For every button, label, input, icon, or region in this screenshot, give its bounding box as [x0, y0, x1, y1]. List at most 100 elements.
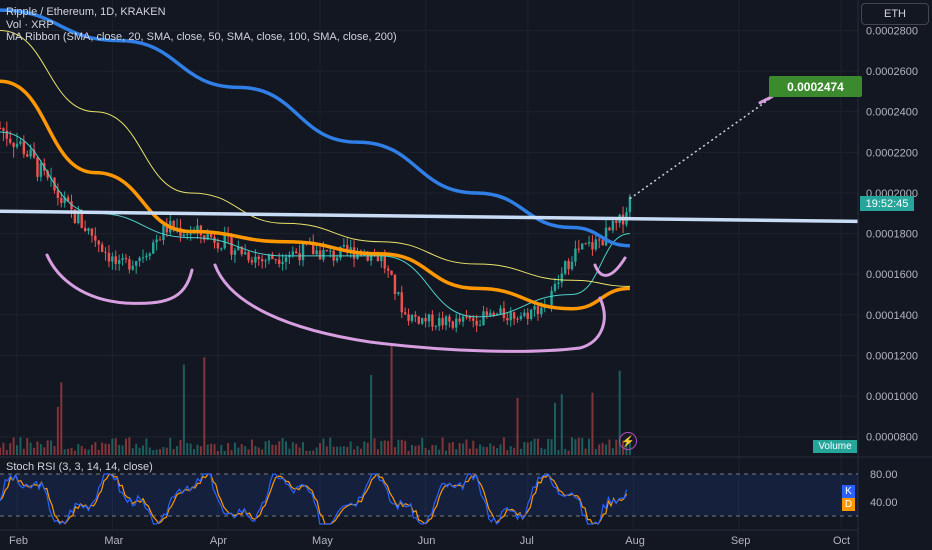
volume-bar	[489, 443, 492, 455]
candle-body	[601, 240, 604, 246]
candle-body	[509, 312, 512, 321]
candle-body	[254, 256, 257, 263]
volume-bar	[46, 440, 49, 455]
time-tick-label: Aug	[625, 535, 645, 547]
candle-body	[138, 257, 141, 262]
volume-bar	[12, 437, 15, 455]
target-price-label[interactable]: 0.0002474	[769, 76, 862, 97]
candle-body	[485, 311, 489, 316]
candle-body	[162, 224, 165, 241]
volume-bar	[319, 443, 322, 455]
volume-bar	[410, 444, 413, 455]
stoch-legend[interactable]: Stoch RSI (3, 3, 14, 14, close)	[6, 461, 153, 473]
candle-body	[482, 311, 485, 326]
candle-body	[141, 257, 145, 259]
candle-body	[121, 258, 124, 260]
candle-body	[240, 246, 243, 255]
volume-bar	[431, 444, 434, 455]
volume-bar	[305, 450, 308, 455]
candle-body	[172, 220, 175, 231]
volume-bar	[244, 446, 247, 455]
volume-bar	[397, 439, 400, 455]
candle-body	[356, 250, 359, 259]
ma-ribbon-legend[interactable]: MA Ribbon (SMA, close, 20, SMA, close, 5…	[6, 31, 397, 43]
candle-body	[2, 128, 5, 131]
volume-bar	[581, 437, 584, 455]
candle-body	[274, 259, 277, 261]
candle-body	[145, 255, 148, 258]
volume-bar	[36, 441, 39, 455]
candle-body	[29, 149, 32, 157]
currency-badge[interactable]: ETH	[861, 3, 929, 25]
volume-bar	[557, 449, 560, 455]
volume-bar	[428, 450, 430, 455]
volume-bar	[193, 449, 196, 455]
candle-body	[152, 242, 155, 254]
candle-body	[536, 306, 540, 315]
ma-line-sma-100[interactable]	[0, 29, 630, 287]
candle-body	[39, 163, 43, 177]
volume-bar	[588, 438, 591, 455]
candle-body	[458, 318, 461, 322]
candle-body	[230, 235, 233, 255]
candle-body	[12, 142, 15, 148]
candle-body	[420, 317, 424, 324]
candle-body	[587, 242, 591, 244]
volume-bar	[441, 437, 444, 455]
candle-body	[495, 313, 499, 316]
candle-body	[563, 261, 567, 274]
volume-bar	[550, 439, 553, 455]
volume-bar	[445, 450, 448, 455]
candle-body	[271, 254, 274, 260]
candle-body	[155, 239, 158, 243]
volume-bar	[250, 439, 253, 455]
candle-body	[131, 265, 134, 270]
volume-bar	[496, 448, 499, 455]
candle-body	[203, 235, 206, 240]
volume-bars	[0, 343, 631, 455]
candle-body	[90, 228, 94, 236]
symbol-title[interactable]: Ripple / Ethereum, 1D, KRAKEN	[6, 6, 166, 18]
volume-bar	[142, 445, 144, 455]
volume-bar	[475, 448, 478, 455]
candle-body	[301, 243, 305, 261]
volume-bar	[533, 438, 536, 455]
volume-bar	[196, 444, 199, 455]
lightning-icon[interactable]: ⚡	[619, 432, 637, 450]
volume-bar	[281, 437, 284, 455]
candle-body	[574, 248, 577, 262]
candle-body	[295, 251, 298, 254]
candle-body	[584, 243, 587, 245]
volume-bar	[366, 442, 369, 455]
volume-legend[interactable]: Vol · XRP	[6, 19, 54, 31]
candle-body	[284, 257, 288, 262]
price-tick-label: 0.0002400	[866, 107, 918, 119]
ma-line-sma-200[interactable]	[0, 8, 630, 248]
price-tick-label: 0.0001000	[866, 391, 918, 403]
candle-body	[182, 234, 186, 237]
candle-body	[577, 248, 581, 250]
volume-bar	[247, 449, 250, 455]
candle-body	[186, 234, 189, 236]
volume-bar	[33, 447, 36, 455]
candle-body	[148, 253, 152, 256]
candle-body	[107, 252, 111, 262]
neckline-trendline[interactable]	[0, 209, 859, 224]
projection-line[interactable]	[629, 98, 771, 200]
volume-bar	[438, 449, 441, 455]
volume-bar	[363, 441, 366, 455]
ma-line-sma-50[interactable]	[0, 79, 630, 311]
candle-body	[570, 261, 574, 270]
candle-body	[424, 317, 427, 322]
volume-bar	[519, 448, 522, 455]
volume-bar	[124, 438, 127, 455]
volume-bar	[434, 445, 437, 455]
candle-body	[322, 249, 325, 260]
volume-bar	[455, 449, 458, 455]
price-tick-label: 0.0002600	[866, 66, 918, 78]
candle-body	[315, 250, 318, 255]
candle-body	[478, 325, 482, 327]
volume-bar	[237, 447, 240, 455]
volume-bar	[479, 444, 482, 455]
candle-body	[567, 261, 570, 270]
